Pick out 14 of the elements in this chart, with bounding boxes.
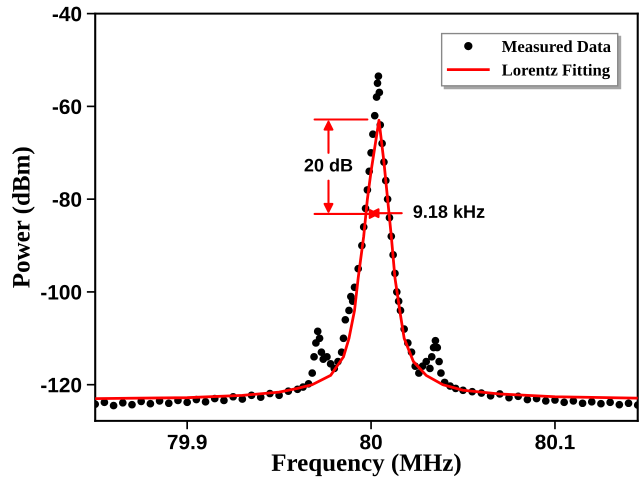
y-axis-title: Power (dBm)	[12, 147, 35, 288]
annotation: 20 dB	[304, 158, 352, 172]
y-tick-label: -40	[52, 6, 82, 22]
annotation: 9.18 kHz	[413, 204, 484, 218]
y-tick-label: -80	[52, 192, 82, 207]
y-tick-label: -100	[41, 284, 82, 300]
x-tick-label: 80	[360, 434, 382, 450]
x-axis-title: Frequency (MHz)	[272, 453, 461, 476]
y-tick-label: -60	[52, 99, 82, 114]
x-tick-label: 80.1	[535, 434, 575, 450]
legend-label: Measured Data	[502, 40, 611, 52]
y-tick-label: -120	[41, 378, 82, 392]
legend-label: Lorentz Fitting	[502, 64, 610, 80]
x-tick-label: 79.9	[168, 434, 207, 450]
